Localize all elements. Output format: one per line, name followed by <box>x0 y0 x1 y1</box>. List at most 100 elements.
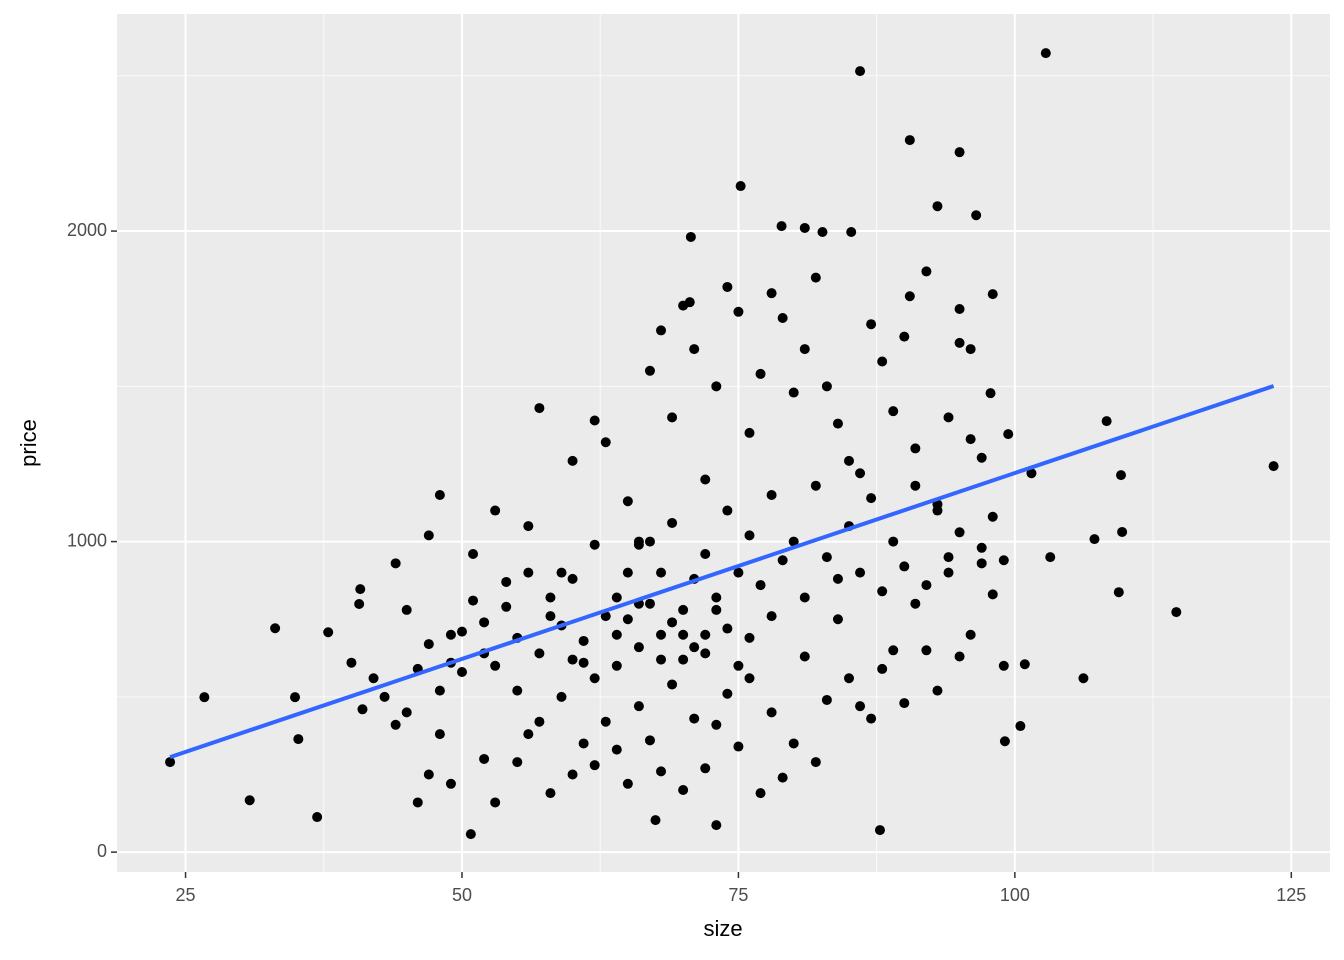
point <box>874 825 885 836</box>
point <box>346 657 357 668</box>
point <box>412 797 423 808</box>
point <box>943 412 954 423</box>
point <box>755 788 766 799</box>
point <box>965 434 976 445</box>
point <box>987 289 998 300</box>
point <box>954 147 965 158</box>
point <box>678 654 689 665</box>
point <box>678 785 689 796</box>
point <box>866 493 877 504</box>
point <box>744 530 755 541</box>
point <box>921 645 932 656</box>
point <box>788 536 799 547</box>
point <box>689 713 700 724</box>
point <box>622 567 633 578</box>
point <box>722 505 733 516</box>
point <box>501 601 512 612</box>
point <box>523 521 534 532</box>
point <box>776 221 787 232</box>
point <box>644 735 655 746</box>
point <box>667 617 678 628</box>
point <box>611 592 622 603</box>
point <box>357 704 368 715</box>
point <box>744 632 755 643</box>
point <box>633 642 644 653</box>
point <box>733 567 744 578</box>
point <box>888 536 899 547</box>
point <box>512 757 523 768</box>
point <box>401 707 412 718</box>
fit-line <box>169 384 1275 759</box>
point <box>987 511 998 522</box>
point <box>479 617 490 628</box>
point <box>910 598 921 609</box>
point <box>611 629 622 640</box>
y-tick-label: 2000 <box>67 220 107 240</box>
point <box>855 567 866 578</box>
point <box>600 611 611 622</box>
point <box>700 763 711 774</box>
point <box>667 412 678 423</box>
point <box>832 573 843 584</box>
point <box>855 468 866 479</box>
point <box>1015 721 1026 732</box>
point <box>777 313 788 324</box>
point <box>777 555 788 566</box>
point <box>678 604 689 615</box>
point <box>1116 470 1127 481</box>
point <box>423 769 434 780</box>
point <box>921 266 932 277</box>
point <box>954 527 965 538</box>
point <box>667 517 678 528</box>
point <box>589 539 600 550</box>
point <box>821 552 832 563</box>
point <box>390 558 401 569</box>
y-tick-label: 1000 <box>67 530 107 550</box>
point <box>512 685 523 696</box>
point <box>667 679 678 690</box>
point <box>855 66 866 77</box>
point <box>244 795 255 806</box>
point <box>534 716 545 727</box>
point <box>1117 526 1128 537</box>
point <box>866 319 877 330</box>
point <box>401 604 412 615</box>
x-tick-label: 25 <box>176 885 196 905</box>
x-axis-title: size <box>703 916 742 941</box>
point <box>165 757 176 768</box>
point <box>821 694 832 705</box>
point <box>755 580 766 591</box>
point <box>904 291 915 302</box>
point <box>556 691 567 702</box>
point <box>777 772 788 783</box>
point <box>1101 416 1112 427</box>
point <box>711 381 722 392</box>
point <box>899 561 910 572</box>
point <box>700 549 711 560</box>
point <box>1019 659 1030 670</box>
point <box>921 580 932 591</box>
point <box>766 707 777 718</box>
point <box>954 651 965 662</box>
point <box>755 368 766 379</box>
point <box>817 226 828 237</box>
point <box>985 388 996 399</box>
point <box>877 356 888 367</box>
point <box>711 604 722 615</box>
point <box>633 701 644 712</box>
point <box>545 611 556 622</box>
point <box>821 381 832 392</box>
point <box>678 300 689 311</box>
point <box>589 760 600 771</box>
point <box>534 403 545 414</box>
point <box>390 719 401 730</box>
point <box>899 698 910 709</box>
point <box>866 713 877 724</box>
point <box>788 738 799 749</box>
point <box>434 685 445 696</box>
point <box>932 685 943 696</box>
point <box>844 455 855 466</box>
point <box>650 815 661 826</box>
point <box>423 530 434 541</box>
